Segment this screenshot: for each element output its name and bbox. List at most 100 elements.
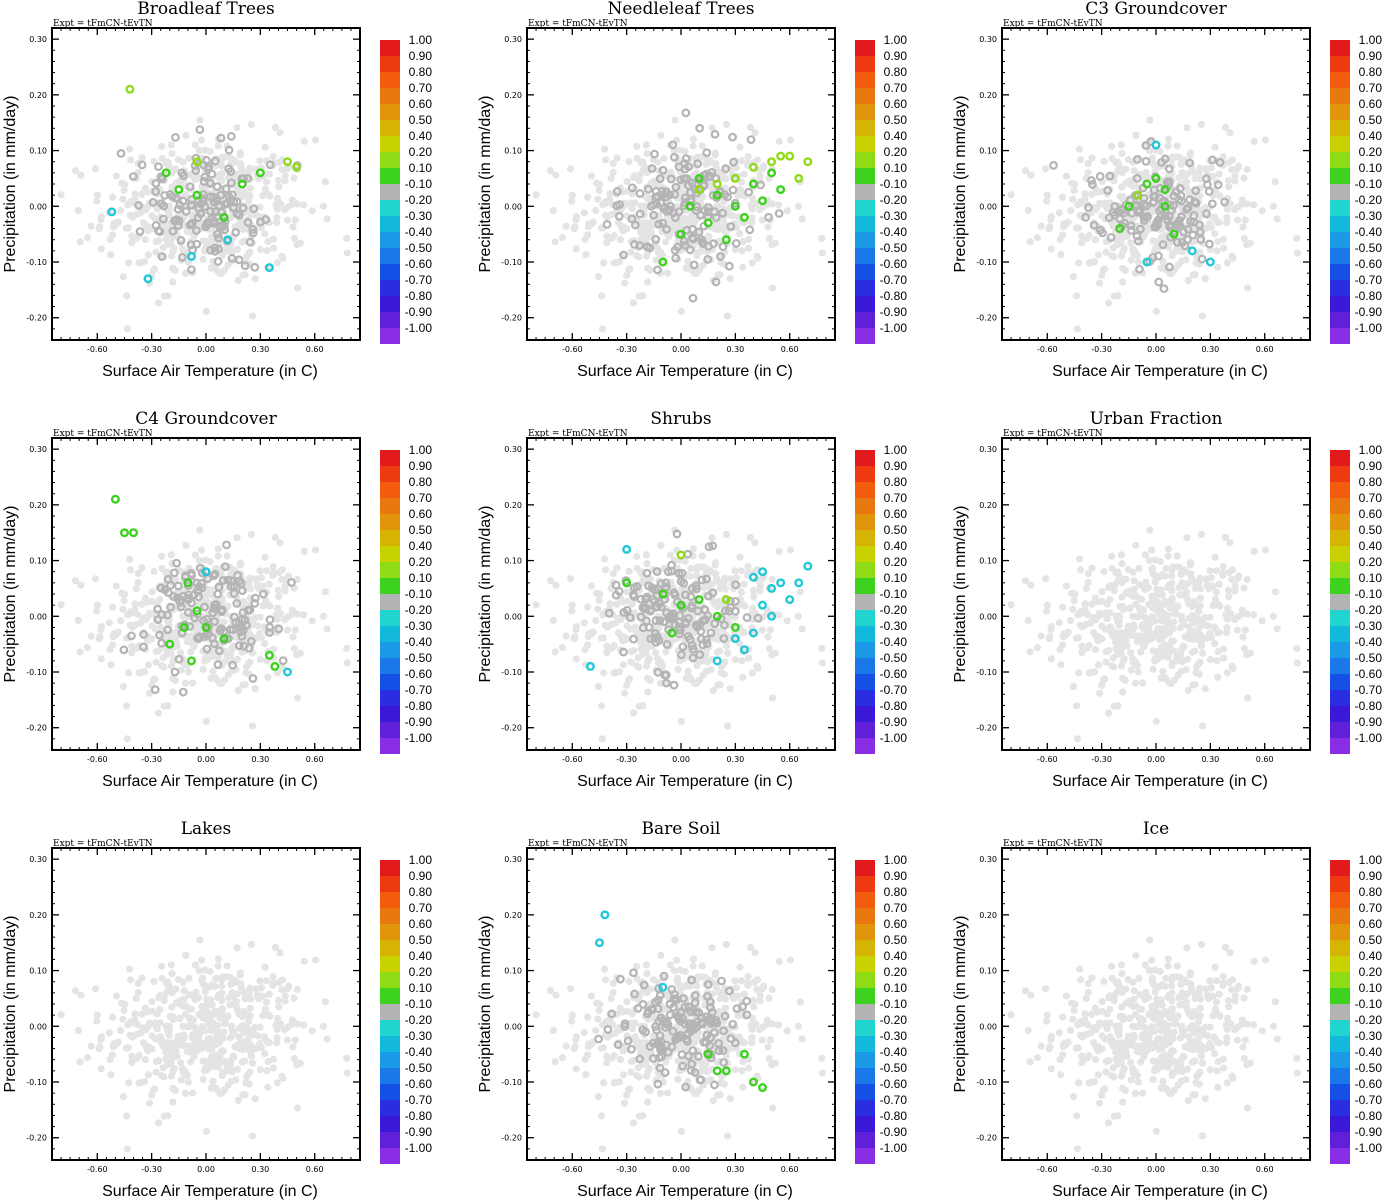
- point-gray: [688, 293, 698, 303]
- point-light: [1183, 124, 1191, 132]
- point-light: [1168, 251, 1176, 260]
- point-light: [1240, 174, 1248, 182]
- point-light: [273, 604, 282, 612]
- point-light: [246, 184, 254, 192]
- point-light: [666, 551, 675, 559]
- point-light: [596, 180, 604, 188]
- point-light: [269, 235, 278, 243]
- point-light: [1179, 618, 1188, 626]
- point-light: [1213, 657, 1221, 665]
- point-gray: [680, 240, 690, 250]
- point-green: [1115, 224, 1125, 234]
- point-gray: [1164, 262, 1174, 272]
- point-gray: [636, 612, 646, 622]
- point-gray: [746, 135, 756, 145]
- point-light: [1195, 607, 1203, 616]
- point-light: [1155, 626, 1163, 634]
- point-light: [652, 256, 660, 264]
- point-light: [234, 686, 242, 695]
- point-light: [623, 178, 631, 186]
- point-gray: [176, 602, 186, 612]
- point-light: [643, 560, 651, 568]
- point-light: [131, 605, 139, 613]
- point-light: [596, 590, 604, 598]
- x-tick-label: -0.60: [1037, 345, 1058, 354]
- point-light: [167, 551, 175, 559]
- point-light: [1239, 223, 1247, 231]
- point-light: [587, 582, 596, 590]
- point-green: [1169, 229, 1179, 239]
- point-gray: [1208, 155, 1217, 165]
- point-light: [236, 559, 245, 567]
- colorbar-swatch: [855, 706, 875, 722]
- point-light: [281, 587, 289, 595]
- point-light: [1173, 552, 1181, 560]
- point-light: [91, 165, 100, 173]
- point-light: [1215, 170, 1223, 178]
- point-light: [715, 168, 723, 176]
- point-light: [173, 642, 181, 650]
- colorbar-label: 0.90: [884, 49, 908, 63]
- point-light: [1027, 581, 1035, 589]
- point-gray: [653, 667, 663, 677]
- point-light: [739, 237, 747, 246]
- point-light: [1146, 116, 1154, 124]
- point-light: [97, 245, 105, 253]
- point-light: [1161, 642, 1169, 650]
- point-gray: [651, 616, 661, 625]
- point-light: [1214, 673, 1222, 681]
- point-light: [144, 661, 153, 669]
- point-light: [1271, 178, 1279, 186]
- point-light: [698, 552, 706, 560]
- point-gray: [611, 580, 621, 590]
- point-light: [1108, 142, 1116, 150]
- point-light: [276, 539, 284, 547]
- point-light: [749, 586, 758, 594]
- point-light: [119, 605, 127, 613]
- point-light: [1223, 604, 1232, 612]
- point-light: [283, 626, 292, 634]
- point-gray: [160, 585, 170, 595]
- point-light: [592, 616, 600, 625]
- point-light: [699, 671, 707, 679]
- point-gray: [160, 190, 170, 200]
- point-green: [119, 528, 129, 538]
- point-light: [74, 616, 82, 625]
- point-light: [794, 612, 802, 620]
- point-light: [1153, 606, 1162, 615]
- point-light: [657, 541, 665, 549]
- point-light: [299, 201, 308, 209]
- scatter-points: [1007, 116, 1301, 333]
- point-gray: [1172, 237, 1182, 247]
- point-light: [1271, 588, 1279, 596]
- point-light: [558, 234, 567, 242]
- point-light: [587, 172, 596, 180]
- point-light: [125, 555, 134, 563]
- point-cyan: [1205, 257, 1215, 267]
- point-light: [656, 661, 665, 669]
- point-gray: [274, 624, 284, 634]
- point-light: [1145, 556, 1153, 565]
- point-light: [93, 601, 101, 609]
- colorbar-label: 0.60: [1359, 97, 1383, 111]
- point-gray: [688, 234, 698, 244]
- point-light: [1129, 568, 1137, 576]
- colorbar-swatch: [380, 738, 400, 754]
- point-gray: [686, 197, 696, 207]
- point-light: [600, 555, 609, 563]
- point-gray: [676, 576, 686, 586]
- point-light: [680, 216, 688, 224]
- point-light: [274, 176, 283, 184]
- colorbar-label: 0.10: [884, 571, 908, 585]
- point-light: [1100, 567, 1108, 575]
- point-light: [1132, 613, 1141, 621]
- point-light: [1148, 546, 1156, 554]
- point-gray: [643, 184, 653, 194]
- colorbar-label: 0.90: [409, 459, 433, 473]
- point-light: [248, 312, 257, 320]
- point-light: [261, 640, 269, 648]
- point-light: [746, 533, 755, 542]
- colorbar-swatch: [855, 562, 875, 578]
- point-light: [1021, 167, 1030, 175]
